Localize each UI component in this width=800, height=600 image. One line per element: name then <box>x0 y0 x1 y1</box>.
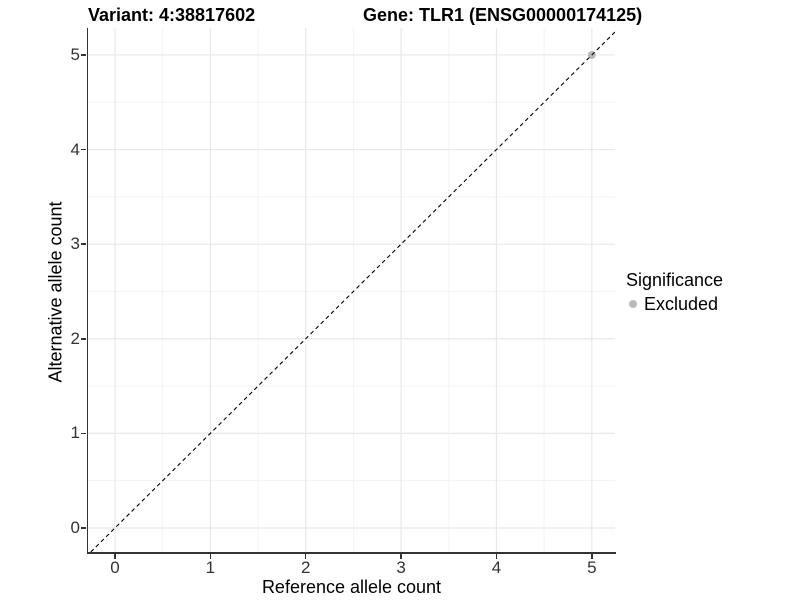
x-tick-label: 0 <box>110 558 120 577</box>
x-axis-title: Reference allele count <box>261 577 442 597</box>
x-tick-mark <box>495 554 498 559</box>
x-tick-mark <box>114 554 116 559</box>
y-tick-mark <box>81 338 86 340</box>
plot-title-gene: Gene: TLR1 (ENSG00000174125) <box>363 5 643 25</box>
legend-entries: Excluded <box>626 294 723 314</box>
plot-title-variant: Variant: 4:38817602 <box>88 5 256 25</box>
y-tick-mark <box>81 54 86 56</box>
plot-canvas <box>88 28 615 552</box>
x-tick-label: 3 <box>396 558 406 577</box>
x-tick-label: 1 <box>205 558 216 577</box>
y-axis-line <box>86 28 88 553</box>
x-tick-mark <box>304 554 307 559</box>
legend-entry-label: Excluded <box>644 294 719 314</box>
identity-reference-line <box>90 31 615 552</box>
y-tick-label: 4 <box>70 139 80 159</box>
x-tick-label: 4 <box>491 558 502 577</box>
y-tick-mark <box>81 432 86 435</box>
plot-panel <box>88 28 615 552</box>
y-tick-mark <box>81 243 86 245</box>
legend-entry-excluded: Excluded <box>626 294 723 314</box>
y-tick-label: 1 <box>70 423 80 443</box>
x-tick-mark <box>209 554 212 559</box>
x-tick-mark <box>400 554 402 559</box>
y-tick-mark <box>81 527 86 529</box>
x-tick-mark <box>591 554 593 559</box>
legend-key-dot-icon <box>629 300 637 308</box>
y-tick-label: 3 <box>70 234 80 254</box>
y-tick-mark <box>81 148 86 151</box>
y-tick-label: 5 <box>70 44 80 64</box>
x-tick-label: 5 <box>587 558 597 577</box>
legend: Significance Excluded <box>626 270 723 314</box>
y-tick-label: 2 <box>70 328 80 348</box>
legend-title: Significance <box>626 270 724 290</box>
x-axis-line <box>86 552 616 554</box>
x-tick-label: 2 <box>300 558 311 577</box>
y-tick-label: 0 <box>70 517 80 537</box>
y-axis-title: Alternative allele count <box>45 201 66 383</box>
